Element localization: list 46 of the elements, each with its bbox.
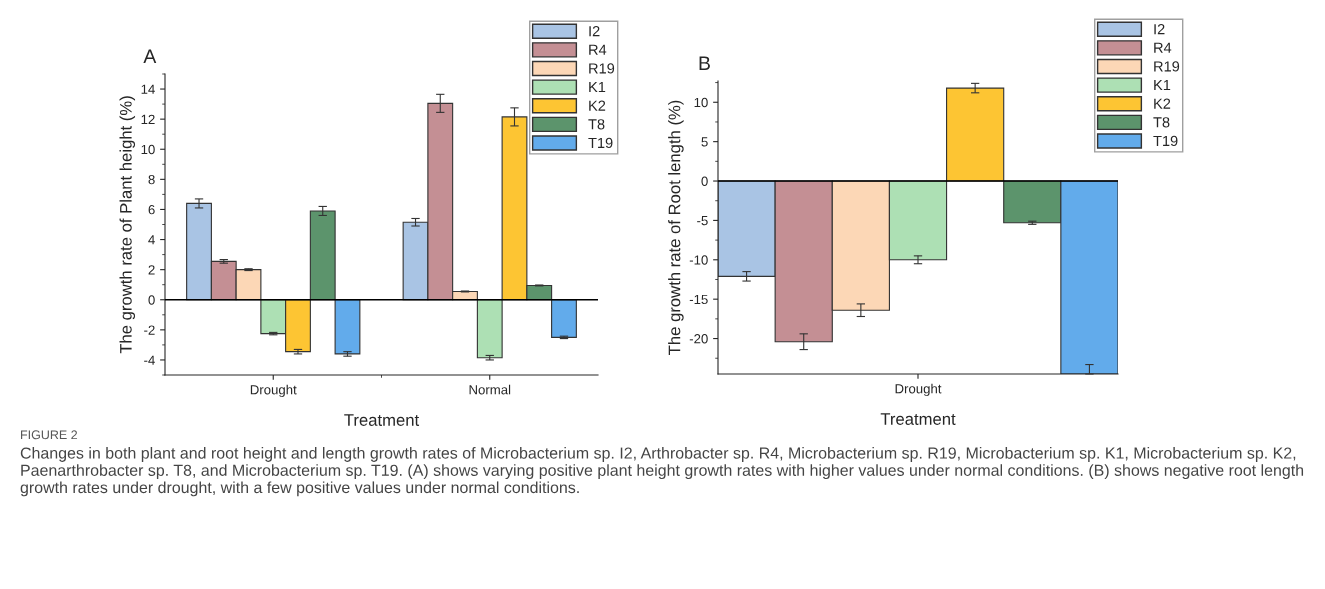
legend-label: I2: [1154, 23, 1165, 35]
legend-label: T8: [588, 119, 605, 130]
y-tick-label: 0: [148, 295, 155, 305]
x-tick-label: Drought: [250, 384, 297, 398]
x-tick-label: Normal: [469, 384, 511, 395]
chart-title: B: [699, 56, 710, 70]
y-tick-label: -4: [144, 355, 155, 365]
bar: [551, 299, 577, 338]
x-axis-title: Treatment: [880, 413, 956, 425]
y-tick-label: 4: [148, 235, 155, 245]
bar: [309, 210, 336, 301]
legend-label: I2: [589, 25, 600, 37]
y-tick-label: -5: [697, 216, 708, 226]
y-tick-label: 8: [148, 174, 155, 185]
y-tick-label: 12: [141, 114, 155, 124]
y-tick-label: 10: [141, 144, 155, 155]
x-tick-label: Drought: [895, 383, 942, 397]
y-tick-label: 14: [141, 84, 155, 94]
y-tick-label: 5: [701, 137, 708, 147]
y-tick-label: 10: [694, 97, 708, 108]
legend-label: R4: [1154, 42, 1172, 53]
bar: [334, 299, 361, 355]
legend-label: T8: [1153, 117, 1170, 128]
y-tick-label: -2: [144, 325, 155, 335]
y-axis-title: The growth rate of Plant height (%): [119, 96, 136, 354]
y-tick-label: -10: [689, 255, 708, 265]
text: Changes in both plant and root height and length growth rates of Microbacterium sp. I2, Arthrobacter sp. R4, Microbacterium sp. R19, Microbacterium sp. K1, Microbacterium sp. K2, Paenarthrobacter sp. T8, and Microbacterium sp. T19. (A) shows varying positive plant height growth rates with higher values under normal conditions. (B) shows negative root length growth rates under drought, with a few positive values under normal conditions.: [20, 447, 1304, 497]
legend-label: K1: [589, 82, 606, 93]
caption: FIGURE 2: [21, 430, 78, 440]
y-tick-label: 0: [701, 176, 708, 186]
x-axis-title: Treatment: [344, 414, 420, 426]
legend-label: R19: [589, 63, 615, 74]
legend-label: T19: [1153, 135, 1178, 147]
legend-label: T19: [588, 137, 613, 149]
y-tick-label: -15: [689, 294, 708, 305]
legend-label: R4: [589, 44, 607, 55]
y-tick-label: 2: [148, 265, 155, 275]
legend-label: K2: [1154, 98, 1171, 109]
y-tick-label: 6: [148, 205, 155, 215]
y-tick-label: -20: [689, 334, 708, 344]
bar: [476, 299, 503, 359]
legend-label: K2: [589, 100, 606, 111]
legend-label: R19: [1154, 61, 1180, 72]
legend-label: K1: [1154, 80, 1171, 91]
chart-title: A: [143, 49, 157, 63]
y-axis-title: The growth rate of Root length (%): [668, 100, 684, 355]
